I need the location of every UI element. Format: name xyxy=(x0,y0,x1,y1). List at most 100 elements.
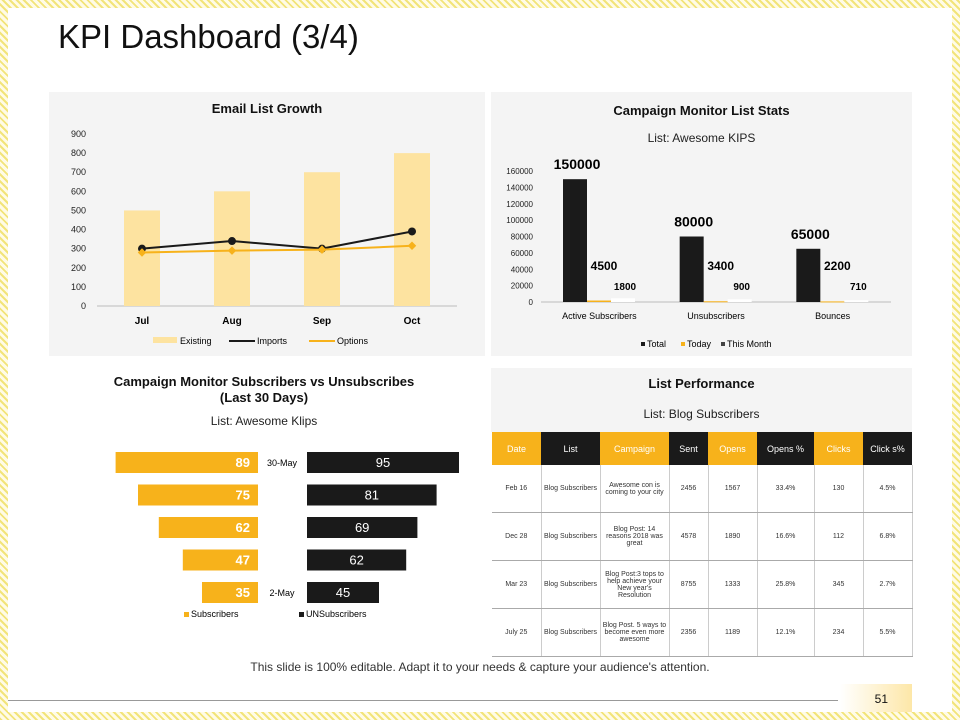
bar-today xyxy=(820,301,845,303)
bar-unsubscribers xyxy=(307,484,437,506)
point-options xyxy=(227,246,237,255)
data-label: 710 xyxy=(850,282,867,293)
table-cell: Mar 23 xyxy=(492,560,542,609)
data-label: 45 xyxy=(336,585,350,600)
legend-label: Today xyxy=(687,339,712,349)
legend-swatch-subscribers xyxy=(184,612,189,617)
data-label: 75 xyxy=(236,488,250,503)
legend-label: Imports xyxy=(257,336,288,346)
table-cell: Blog Post: 14 reasons 2018 was great xyxy=(600,512,670,561)
bar-total xyxy=(679,236,704,302)
point-options xyxy=(407,241,417,251)
y-tick-label: 100 xyxy=(71,282,86,292)
legend-label: Subscribers xyxy=(191,609,239,619)
y-tick-label: 500 xyxy=(71,205,86,215)
table-cell: 1333 xyxy=(708,560,758,609)
data-label: 89 xyxy=(236,455,250,470)
legend-swatch-unsubscribers xyxy=(299,612,304,617)
data-label: 80000 xyxy=(674,214,713,230)
column-header: Opens xyxy=(708,432,757,465)
y-tick-label: 100000 xyxy=(506,216,533,225)
bar-today xyxy=(703,301,728,303)
table-row: Mar 23 Blog Subscribers Blog Post:3 tops t… xyxy=(492,560,913,609)
y-tick-label: 900 xyxy=(71,129,86,139)
table-cell: 4.5% xyxy=(863,465,913,513)
bar-this-month xyxy=(611,298,635,302)
data-label: 900 xyxy=(733,282,750,293)
column-header: Clicks xyxy=(814,432,863,465)
bar-subscribers xyxy=(158,517,258,538)
column-header: Sent xyxy=(669,432,708,465)
chart-subtitle: List: Awesome KIPS xyxy=(647,131,756,145)
x-tick-label: Sep xyxy=(313,316,331,327)
table-cell: Feb 16 xyxy=(492,465,542,513)
data-label: 2200 xyxy=(824,259,851,273)
line-imports xyxy=(141,230,413,250)
table-row: July 25 Blog Subscribers Blog Post. 5 ways… xyxy=(492,608,913,657)
list-performance-table: Date List Campaign Sent Opens Opens % Cl… xyxy=(492,432,913,657)
data-label: 35 xyxy=(236,585,250,600)
bar-subscribers xyxy=(202,582,258,603)
table-cell: 33.4% xyxy=(757,465,815,513)
bar-today xyxy=(587,300,611,302)
column-header: Click s% xyxy=(863,432,912,465)
y-tick-label: 0 xyxy=(81,301,86,311)
column-header: Opens % xyxy=(757,432,814,465)
y-tick-label: 140000 xyxy=(506,183,533,192)
y-tick-label: 160000 xyxy=(506,167,533,176)
legend-label: Options xyxy=(337,336,369,346)
table-cell: 1567 xyxy=(708,465,758,513)
chart-subtitle: List: Awesome Klips xyxy=(210,414,318,428)
data-label: 65000 xyxy=(791,226,830,242)
x-tick-label: Unsubscribers xyxy=(687,311,745,321)
y-tick-label: 80000 xyxy=(511,233,534,242)
bar-subscribers xyxy=(115,452,258,473)
table-cell: 2456 xyxy=(669,465,709,513)
legend-label: This Month xyxy=(727,339,772,349)
y-tick-label: 400 xyxy=(71,225,86,235)
bar-total xyxy=(796,248,821,302)
slide: KPI Dashboard (3/4) Email List Growth 0 1… xyxy=(8,8,952,712)
table-cell: July 25 xyxy=(492,608,542,657)
y-tick-label: 0 xyxy=(529,298,534,307)
point-options xyxy=(317,245,327,254)
bar-unsubscribers xyxy=(307,549,407,571)
data-label: 4500 xyxy=(591,259,618,273)
y-tick-label: 800 xyxy=(71,148,86,158)
column-header: Campaign xyxy=(600,432,669,465)
table-cell: Blog Post. 5 ways to become even more aw… xyxy=(600,608,670,657)
bar-this-month xyxy=(844,300,869,302)
y-tick-label: 600 xyxy=(71,186,86,196)
line-options xyxy=(141,244,413,254)
y-tick-label: 40000 xyxy=(511,265,534,274)
table-cell: Blog Subscribers xyxy=(541,560,601,609)
table-cell: 1890 xyxy=(708,512,758,561)
legend-label: UNSubscribers xyxy=(306,609,367,619)
bar-existing xyxy=(304,172,340,306)
table-row: Dec 28 Blog Subscribers Blog Post: 14 reas… xyxy=(492,512,913,561)
x-tick-label: Oct xyxy=(404,316,421,327)
table-cell: 1189 xyxy=(708,608,758,657)
page-number: 51 xyxy=(874,692,888,706)
footer-note: This slide is 100% editable. Adapt it to… xyxy=(250,660,710,674)
column-header: List xyxy=(541,432,600,465)
list-stats-chart: 0 20000 40000 60000 80000 100000 120000 140000 1… xyxy=(506,156,891,349)
table-cell: 2356 xyxy=(669,608,709,657)
table-cell: Awesome con is coming to your city xyxy=(600,465,670,513)
x-tick-label: Bounces xyxy=(815,311,851,321)
x-tick-label: Active Subscribers xyxy=(562,311,637,321)
legend-swatch-existing xyxy=(153,337,177,343)
row-label: 2-May xyxy=(269,588,295,598)
table-header-row: Date List Campaign Sent Opens Opens % Cl… xyxy=(492,432,912,465)
table-cell: 234 xyxy=(814,608,864,657)
data-label: 1800 xyxy=(614,282,637,293)
table-cell: Dec 28 xyxy=(492,512,542,561)
bar-total xyxy=(563,179,587,302)
chart-title: Email List Growth xyxy=(211,101,323,116)
data-label: 69 xyxy=(355,520,369,535)
table-title: List Performance xyxy=(648,376,755,391)
chart-title: Campaign Monitor Subscribers vs Unsubscr… xyxy=(113,374,415,389)
bar-unsubscribers xyxy=(307,452,459,473)
legend-swatch xyxy=(641,342,645,346)
point-options xyxy=(137,248,147,257)
